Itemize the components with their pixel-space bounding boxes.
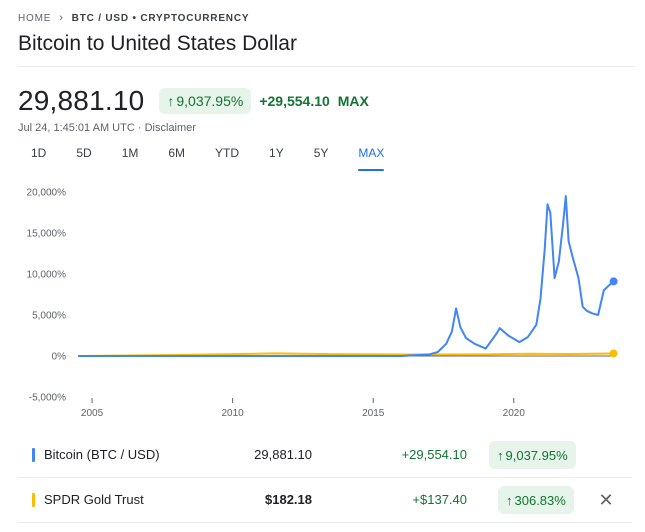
percent-change-value: 9,037.95% bbox=[176, 93, 244, 109]
series-line-1 bbox=[77, 352, 614, 357]
y-tick-label: -5,000% bbox=[29, 393, 66, 404]
tab-5d[interactable]: 5D bbox=[76, 146, 92, 160]
comparison-row-gold[interactable]: SPDR Gold Trust $182.18 +$137.40 ↑ 306.8… bbox=[18, 478, 632, 523]
comparison-row-bitcoin[interactable]: Bitcoin (BTC / USD) 29,881.10 +29,554.10… bbox=[18, 433, 632, 478]
tab-1d[interactable]: 1D bbox=[31, 146, 47, 160]
price-comparison-chart[interactable]: 20,000% 15,000% 10,000% 5,000% 0% -5,000% 2005… bbox=[0, 178, 645, 423]
comparison-last-price: $182.18 bbox=[265, 492, 312, 507]
arrow-up-icon: ↑ bbox=[167, 93, 175, 109]
arrow-up-icon: ↑ bbox=[497, 447, 504, 463]
tab-5y[interactable]: 5Y bbox=[313, 146, 329, 160]
comparison-percent: 306.83% bbox=[514, 492, 566, 508]
comparison-change: +29,554.10 bbox=[401, 447, 467, 462]
tab-max[interactable]: MAX bbox=[358, 144, 385, 171]
series-endpoint-0 bbox=[609, 277, 618, 286]
comparison-percent-badge: ↑ 306.83% bbox=[498, 486, 574, 514]
tab-6m[interactable]: 6M bbox=[168, 146, 186, 160]
remove-comparison-close-icon[interactable]: ✕ bbox=[598, 489, 614, 510]
series-line-0 bbox=[78, 195, 615, 357]
comparison-percent: 9,037.95% bbox=[505, 447, 568, 463]
breadcrumb-home-link[interactable]: HOME bbox=[18, 12, 52, 24]
title-divider bbox=[18, 66, 635, 67]
page-title: Bitcoin to United States Dollar bbox=[18, 32, 297, 55]
absolute-change: +29,554.10 MAX bbox=[259, 93, 368, 109]
x-tick-label: 2010 bbox=[222, 408, 245, 419]
timestamp-text: Jul 24, 1:45:01 AM UTC bbox=[18, 122, 135, 134]
arrow-up-icon: ↑ bbox=[506, 492, 513, 508]
range-tabs: 1D 5D 1M 6M YTD 1Y 5Y MAX bbox=[18, 144, 385, 171]
series-endpoint-1 bbox=[609, 349, 618, 358]
tab-1y[interactable]: 1Y bbox=[269, 146, 284, 160]
quote-timestamp: Jul 24, 1:45:01 AM UTC · Disclaimer bbox=[18, 122, 196, 134]
y-tick-label: 10,000% bbox=[27, 270, 67, 281]
comparison-percent-badge: ↑ 9,037.95% bbox=[489, 441, 576, 469]
y-tick-label: 15,000% bbox=[27, 229, 67, 240]
comparison-change: +$137.40 bbox=[412, 492, 467, 507]
y-tick-label: 5,000% bbox=[32, 311, 66, 322]
comparison-name: Bitcoin (BTC / USD) bbox=[44, 447, 160, 462]
x-tick-label: 2005 bbox=[81, 408, 104, 419]
chevron-right-icon: › bbox=[59, 12, 64, 24]
comparison-last-price: 29,881.10 bbox=[254, 447, 312, 462]
x-tick-label: 2020 bbox=[503, 408, 526, 419]
y-tick-label: 20,000% bbox=[27, 188, 67, 199]
comparison-name: SPDR Gold Trust bbox=[44, 492, 144, 507]
absolute-change-value: +29,554.10 bbox=[259, 93, 330, 109]
comparison-table: Bitcoin (BTC / USD) 29,881.10 +29,554.10… bbox=[18, 433, 632, 523]
series-color-indicator bbox=[32, 448, 35, 462]
current-price: 29,881.10 bbox=[18, 85, 145, 116]
change-span-label: MAX bbox=[337, 93, 369, 109]
y-tick-label: 0% bbox=[52, 352, 67, 363]
series-color-indicator bbox=[32, 493, 35, 507]
timestamp-separator: · bbox=[134, 122, 145, 134]
tab-1m[interactable]: 1M bbox=[121, 146, 139, 160]
percent-change-badge: ↑ 9,037.95% bbox=[159, 88, 252, 114]
breadcrumb: HOME › BTC / USD • CRYPTOCURRENCY bbox=[18, 10, 249, 26]
disclaimer-link[interactable]: Disclaimer bbox=[144, 122, 196, 134]
tab-ytd[interactable]: YTD bbox=[215, 146, 240, 160]
breadcrumb-current: BTC / USD • CRYPTOCURRENCY bbox=[71, 12, 250, 24]
quote-summary: 29,881.10 ↑ 9,037.95% +29,554.10 MAX bbox=[18, 84, 369, 118]
x-tick-label: 2015 bbox=[362, 408, 385, 419]
